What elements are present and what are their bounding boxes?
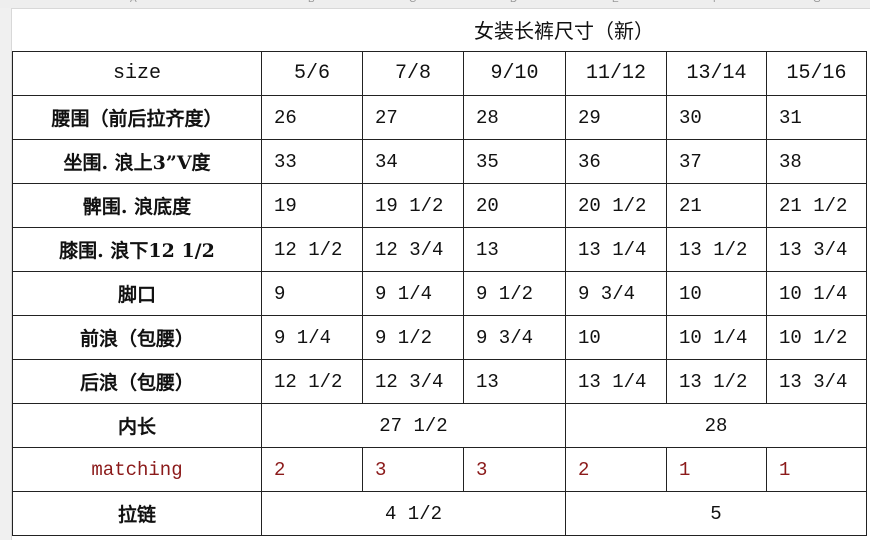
measurement-row: 髀围. 浪底度 19 19 1/2 20 20 1/2 21 21 1/2 <box>12 183 867 228</box>
table-title[interactable]: 女装长裤尺寸（新） <box>261 8 867 52</box>
value-cell[interactable]: 13 3/4 <box>766 227 867 272</box>
value-cell[interactable]: 5 <box>565 491 867 536</box>
value-cell[interactable]: 1 <box>666 447 767 492</box>
value-cell[interactable]: 1 <box>766 447 867 492</box>
row-label[interactable]: 前浪（包腰） <box>12 315 262 360</box>
value-cell[interactable]: 10 1/4 <box>766 271 867 316</box>
value-cell[interactable]: 20 <box>463 183 566 228</box>
value-cell[interactable]: 36 <box>565 139 667 184</box>
column-header-b[interactable]: B <box>308 0 315 5</box>
measurement-row: 脚口 9 9 1/4 9 1/2 9 3/4 10 10 1/4 <box>12 271 867 316</box>
value-cell[interactable]: 28 <box>463 95 566 140</box>
value-cell[interactable]: 38 <box>766 139 867 184</box>
value-cell[interactable]: 13 3/4 <box>766 359 867 404</box>
size-cell[interactable]: 15/16 <box>766 51 867 96</box>
value-cell[interactable]: 9 1/2 <box>362 315 464 360</box>
size-cell[interactable]: 11/12 <box>565 51 667 96</box>
row-header-gutter <box>0 8 12 540</box>
measurement-row: 膝围. 浪下12 1/2 12 1/2 12 3/4 13 13 1/4 13 1/2 13… <box>12 227 867 272</box>
value-cell[interactable]: 9 3/4 <box>463 315 566 360</box>
value-cell[interactable]: 12 1/2 <box>261 359 363 404</box>
value-cell[interactable]: 13 <box>463 359 566 404</box>
value-cell[interactable]: 12 1/2 <box>261 227 363 272</box>
value-cell[interactable]: 2 <box>565 447 667 492</box>
column-header-a[interactable]: A <box>130 0 137 5</box>
value-cell[interactable]: 31 <box>766 95 867 140</box>
value-cell[interactable]: 13 <box>463 227 566 272</box>
value-cell[interactable]: 12 3/4 <box>362 359 464 404</box>
value-cell[interactable]: 10 <box>565 315 667 360</box>
row-label[interactable]: 髀围. 浪底度 <box>12 183 262 228</box>
value-cell[interactable]: 9 1/2 <box>463 271 566 316</box>
value-cell[interactable]: 30 <box>666 95 767 140</box>
value-cell[interactable]: 9 1/4 <box>362 271 464 316</box>
column-header-c[interactable]: C <box>409 0 416 5</box>
row-label[interactable]: 后浪（包腰） <box>12 359 262 404</box>
column-header-e[interactable]: E <box>612 0 619 5</box>
value-cell[interactable]: 13 1/2 <box>666 227 767 272</box>
size-cell[interactable]: 13/14 <box>666 51 767 96</box>
value-cell[interactable]: 21 <box>666 183 767 228</box>
value-cell[interactable]: 21 1/2 <box>766 183 867 228</box>
row-label[interactable]: 腰围（前后拉齐度） <box>12 95 262 140</box>
value-cell[interactable]: 2 <box>261 447 363 492</box>
value-cell[interactable]: 4 1/2 <box>261 491 566 536</box>
value-cell[interactable]: 35 <box>463 139 566 184</box>
column-header-f[interactable]: F <box>713 0 719 5</box>
value-cell[interactable]: 3 <box>463 447 566 492</box>
value-cell[interactable]: 27 1/2 <box>261 403 566 448</box>
value-cell[interactable]: 26 <box>261 95 363 140</box>
value-cell[interactable]: 10 <box>666 271 767 316</box>
value-cell[interactable]: 19 1/2 <box>362 183 464 228</box>
value-cell[interactable]: 9 3/4 <box>565 271 667 316</box>
value-cell[interactable]: 3 <box>362 447 464 492</box>
value-cell[interactable]: 19 <box>261 183 363 228</box>
value-cell[interactable]: 9 <box>261 271 363 316</box>
row-label[interactable]: 膝围. 浪下12 1/2 <box>12 227 262 272</box>
column-header-d[interactable]: D <box>510 0 517 5</box>
measurement-row: 坐围. 浪上3”V度 33 34 35 36 37 38 <box>12 139 867 184</box>
row-label[interactable]: 坐围. 浪上3”V度 <box>12 139 262 184</box>
value-cell[interactable]: 27 <box>362 95 464 140</box>
value-cell[interactable]: 10 1/4 <box>666 315 767 360</box>
size-cell[interactable]: 9/10 <box>463 51 566 96</box>
value-cell[interactable]: 37 <box>666 139 767 184</box>
matching-row: matching 2 3 3 2 1 1 <box>12 447 867 492</box>
value-cell[interactable]: 13 1/4 <box>565 227 667 272</box>
inseam-row: 内长 27 1/2 28 <box>12 403 867 448</box>
value-cell[interactable]: 29 <box>565 95 667 140</box>
measurement-row: 后浪（包腰） 12 1/2 12 3/4 13 13 1/4 13 1/2 13 3/4 <box>12 359 867 404</box>
size-chart-table: 女装长裤尺寸（新） size 5/6 7/8 9/10 11/12 13/14 … <box>12 8 867 536</box>
value-cell[interactable]: 20 1/2 <box>565 183 667 228</box>
value-cell[interactable]: 28 <box>565 403 867 448</box>
size-cell[interactable]: 7/8 <box>362 51 464 96</box>
measurement-row: 腰围（前后拉齐度） 26 27 28 29 30 31 <box>12 95 867 140</box>
value-cell[interactable]: 12 3/4 <box>362 227 464 272</box>
measurement-row: 前浪（包腰） 9 1/4 9 1/2 9 3/4 10 10 1/4 10 1/2 <box>12 315 867 360</box>
value-cell[interactable]: 10 1/2 <box>766 315 867 360</box>
row-label[interactable]: matching <box>12 447 262 492</box>
row-label[interactable]: 拉链 <box>12 491 262 536</box>
row-label[interactable]: 脚口 <box>12 271 262 316</box>
size-cell[interactable]: 5/6 <box>261 51 363 96</box>
value-cell[interactable]: 13 1/2 <box>666 359 767 404</box>
value-cell[interactable]: 9 1/4 <box>261 315 363 360</box>
zipper-row: 拉链 4 1/2 5 <box>12 491 867 536</box>
value-cell[interactable]: 33 <box>261 139 363 184</box>
size-row: size 5/6 7/8 9/10 11/12 13/14 15/16 <box>12 51 867 96</box>
row-label[interactable]: 内长 <box>12 403 262 448</box>
value-cell[interactable]: 13 1/4 <box>565 359 667 404</box>
column-header-g[interactable]: G <box>813 0 821 5</box>
size-label[interactable]: size <box>12 51 262 96</box>
value-cell[interactable]: 34 <box>362 139 464 184</box>
